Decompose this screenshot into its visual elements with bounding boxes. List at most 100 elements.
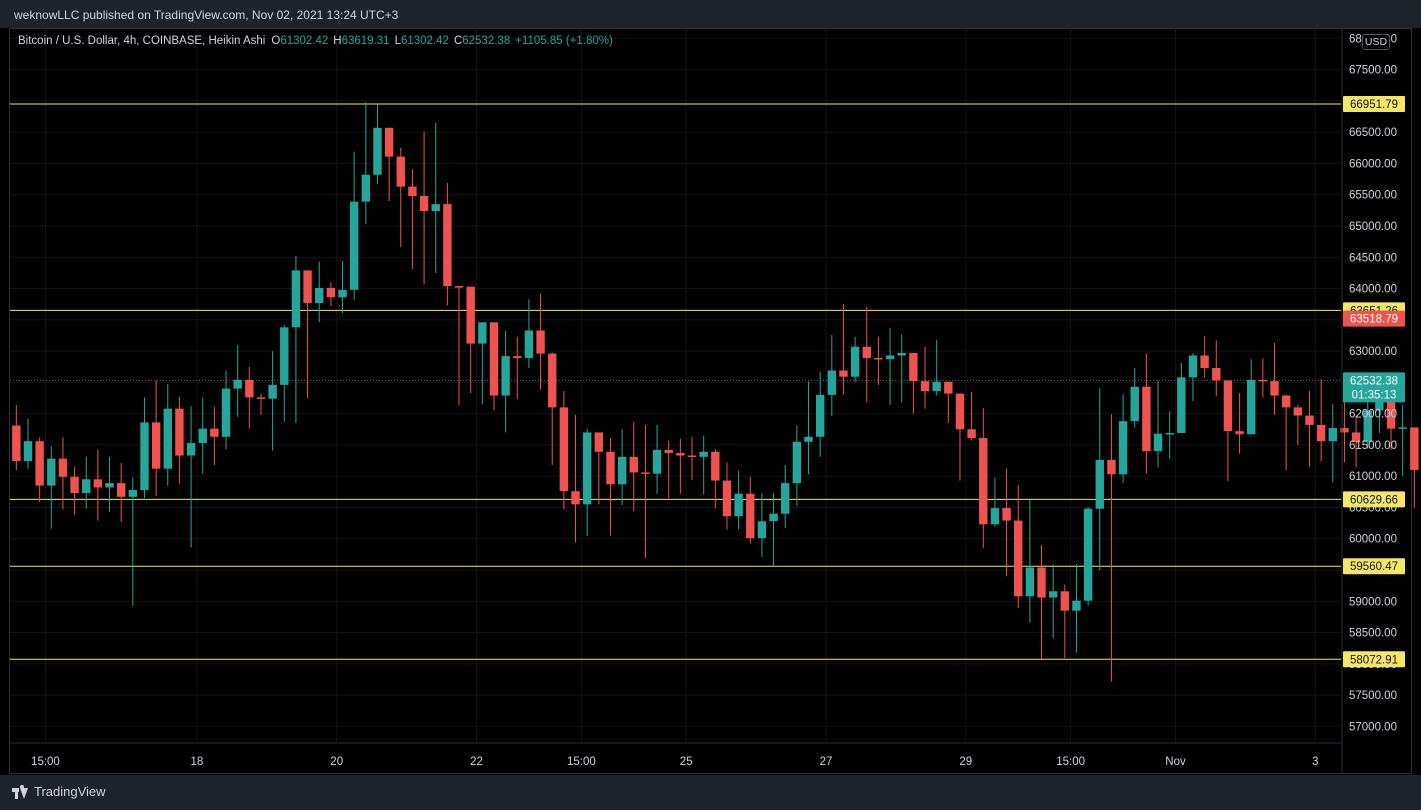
candle bbox=[769, 493, 778, 567]
candle-body bbox=[338, 289, 347, 298]
candle-body bbox=[781, 483, 790, 514]
candle-body bbox=[815, 394, 825, 437]
candle-body bbox=[501, 356, 510, 396]
candle-body bbox=[408, 186, 417, 196]
candle bbox=[874, 336, 883, 385]
candle bbox=[594, 432, 604, 505]
candle bbox=[617, 429, 627, 505]
candle bbox=[734, 470, 743, 530]
time-tick-label: 15:00 bbox=[31, 756, 60, 768]
candle-body bbox=[221, 388, 231, 437]
candle-body bbox=[920, 381, 930, 392]
grid-lines bbox=[10, 29, 1341, 742]
candle bbox=[885, 327, 895, 405]
candle-body bbox=[489, 322, 499, 396]
candle bbox=[116, 463, 126, 522]
publisher-bar: weknowLLC published on TradingView.com, … bbox=[0, 0, 1421, 28]
candle-body bbox=[58, 458, 68, 477]
tradingview-logo[interactable]: TradingView bbox=[12, 784, 106, 799]
candle-body bbox=[1363, 410, 1372, 442]
time-axis[interactable]: 15:00 18 20 22 15:00 25 27 29 15:00 Nov 3 bbox=[31, 756, 1318, 768]
candle-body bbox=[396, 156, 405, 187]
last-high-price-label-bg bbox=[1343, 310, 1405, 327]
candle bbox=[687, 436, 697, 480]
candle bbox=[711, 449, 720, 509]
candle bbox=[1293, 404, 1303, 445]
candle-body bbox=[454, 286, 464, 288]
candle-body bbox=[617, 456, 627, 485]
change-value: +1105.85 (+1.80%) bbox=[515, 35, 613, 47]
candle bbox=[967, 391, 976, 441]
candle bbox=[559, 391, 569, 510]
candle bbox=[1200, 336, 1209, 378]
candle bbox=[1328, 404, 1337, 483]
candle-body bbox=[594, 432, 604, 452]
price-tick-label: 66000.00 bbox=[1349, 158, 1397, 170]
open-label: O bbox=[271, 35, 281, 47]
candle-body bbox=[1142, 386, 1151, 452]
candle-body bbox=[291, 270, 301, 328]
candles bbox=[12, 102, 1419, 682]
candle bbox=[1316, 379, 1326, 462]
candle bbox=[1130, 367, 1139, 428]
candle-body bbox=[466, 286, 475, 344]
candle bbox=[198, 397, 207, 474]
candle-body bbox=[536, 330, 545, 354]
candle-body bbox=[629, 456, 638, 473]
candle bbox=[454, 286, 464, 406]
current-price-label-bg bbox=[1343, 372, 1405, 403]
candle-body bbox=[792, 441, 802, 484]
candle bbox=[1153, 380, 1163, 468]
candle-body bbox=[582, 432, 592, 505]
close-label: C bbox=[453, 35, 463, 47]
candle bbox=[303, 270, 312, 399]
candle bbox=[641, 424, 650, 559]
candle bbox=[897, 334, 906, 403]
candle-body bbox=[664, 449, 673, 454]
candle-body bbox=[1340, 428, 1349, 433]
candle bbox=[781, 464, 790, 529]
candle-body bbox=[839, 370, 848, 377]
currency-badge[interactable]: USD bbox=[1362, 34, 1390, 50]
candle-body bbox=[606, 451, 615, 485]
candle bbox=[1223, 380, 1233, 482]
candle-body bbox=[1037, 567, 1046, 598]
time-tick-label: 22 bbox=[470, 756, 483, 768]
high-label: H bbox=[333, 35, 342, 47]
candle bbox=[757, 493, 767, 557]
time-tick-label: 18 bbox=[191, 756, 204, 768]
price-tick-label: 61000.00 bbox=[1349, 471, 1397, 483]
candle bbox=[1118, 394, 1128, 484]
candle bbox=[792, 425, 802, 507]
candle bbox=[35, 437, 44, 502]
candle-body bbox=[874, 357, 883, 360]
candle bbox=[536, 293, 545, 390]
candle bbox=[70, 466, 79, 515]
candle-body bbox=[1200, 355, 1209, 368]
candle bbox=[373, 104, 382, 185]
price-tick-label: 64000.00 bbox=[1349, 284, 1397, 296]
candle-body bbox=[419, 195, 429, 212]
candle-body bbox=[233, 379, 242, 389]
candle bbox=[1060, 584, 1070, 659]
price-axis-labels: 66951.7963651.2660629.6659560.4758072.91… bbox=[1343, 95, 1405, 668]
candle bbox=[443, 182, 452, 306]
candle bbox=[1340, 394, 1349, 463]
candle-body bbox=[93, 479, 103, 488]
candle bbox=[82, 456, 91, 509]
candle bbox=[676, 438, 685, 494]
candle-body bbox=[198, 428, 207, 444]
candle-body bbox=[1375, 401, 1384, 411]
candle bbox=[233, 344, 242, 417]
candle-body bbox=[12, 425, 21, 462]
price-tick-label: 62000.00 bbox=[1349, 409, 1397, 421]
candle-body bbox=[1398, 427, 1407, 429]
candle-body bbox=[1235, 431, 1244, 435]
last-high-price-label: 63518.79 bbox=[1350, 314, 1398, 326]
candle bbox=[1048, 564, 1058, 639]
symbol-title: Bitcoin / U.S. Dollar, 4h, COINBASE, Hei… bbox=[18, 35, 266, 47]
candle-body bbox=[1188, 355, 1198, 378]
candle-body bbox=[186, 443, 196, 456]
price-tick-label: 65000.00 bbox=[1349, 221, 1397, 233]
